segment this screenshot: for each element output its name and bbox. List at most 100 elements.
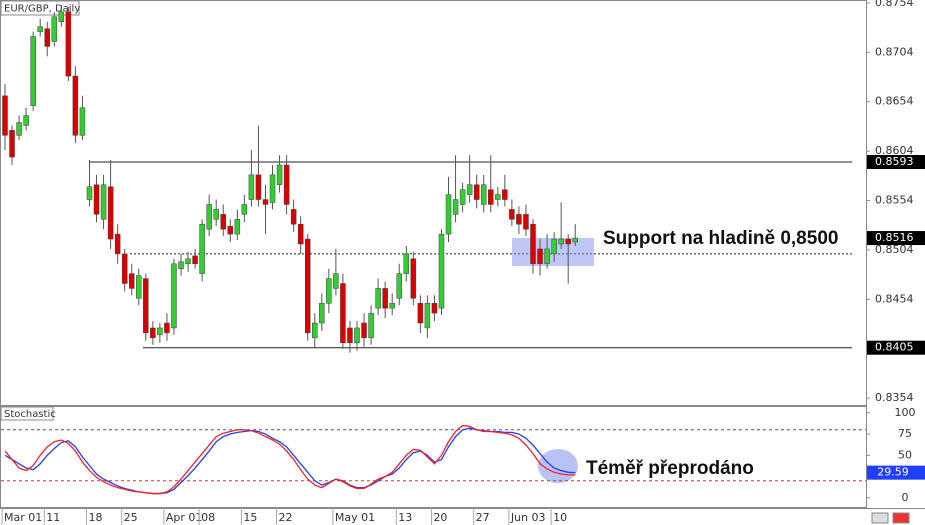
candle-body xyxy=(312,322,318,339)
candle-body xyxy=(220,214,226,230)
candle-body xyxy=(382,288,388,309)
candle-body xyxy=(319,303,325,324)
level-label-box xyxy=(867,155,925,169)
candle-body xyxy=(333,273,339,289)
candle-body xyxy=(23,115,29,126)
support-annotation: Support na hladině 0,8500 xyxy=(603,228,838,249)
x-tick-label: 27 xyxy=(476,511,490,524)
candle-body xyxy=(537,248,543,264)
candle-body xyxy=(361,322,367,339)
y-tick-label: 75 xyxy=(898,427,912,440)
scroll-button[interactable] xyxy=(871,512,889,524)
candle-body xyxy=(128,273,135,289)
y-tick-label: 100 xyxy=(895,406,916,419)
x-tick-label: 25 xyxy=(124,511,138,524)
candle-body xyxy=(480,184,487,205)
candle-body xyxy=(192,255,198,264)
candle-body xyxy=(9,130,15,158)
candle-body xyxy=(516,214,522,225)
x-tick-label: 08 xyxy=(201,511,215,524)
y-tick-label: 50 xyxy=(898,448,912,461)
candle-body xyxy=(121,253,128,284)
candle-body xyxy=(157,327,163,336)
level-label: 0.8593 xyxy=(875,155,914,168)
candle-body xyxy=(523,214,529,230)
level-label: 0.8405 xyxy=(875,341,914,354)
candle-body xyxy=(530,223,536,264)
y-tick-label: 0.8354 xyxy=(875,391,914,404)
last-value-label: 29.59 xyxy=(877,466,909,479)
candle-body xyxy=(100,184,107,220)
x-tick-label: Jun 03 xyxy=(510,511,546,524)
x-tick-label: 20 xyxy=(433,511,447,524)
candle-body xyxy=(262,199,269,205)
candle-body xyxy=(347,327,353,344)
candle-body xyxy=(248,174,255,200)
candle-body xyxy=(431,303,438,314)
y-tick-label: 0.8504 xyxy=(875,243,914,256)
candle-body xyxy=(241,204,248,215)
close-button[interactable] xyxy=(892,512,910,524)
stochastic-panel xyxy=(0,406,867,508)
candle-body xyxy=(297,223,304,245)
candle-body xyxy=(396,273,402,299)
candle-body xyxy=(389,303,395,309)
candle-body xyxy=(403,253,410,274)
x-tick-label: Mar 01 xyxy=(4,511,42,524)
candle-body xyxy=(304,238,311,334)
candle-body xyxy=(199,223,205,274)
y-tick-label: 0.8704 xyxy=(875,45,914,58)
candle-body xyxy=(424,303,431,329)
candle-body xyxy=(502,189,508,200)
candle-body xyxy=(171,263,177,329)
candle-body xyxy=(565,238,571,245)
x-tick-label: 13 xyxy=(398,511,412,524)
candle-body xyxy=(459,189,466,205)
stochastic-line xyxy=(4,424,576,495)
candle-body xyxy=(143,278,149,334)
candle-body xyxy=(375,288,381,309)
x-tick-label: 18 xyxy=(88,511,102,524)
x-tick-label: 22 xyxy=(279,511,293,524)
candle-body xyxy=(178,261,184,269)
candle-body xyxy=(185,258,191,264)
candle-body xyxy=(2,95,8,136)
stochastic-title-box xyxy=(0,406,54,421)
candle-body xyxy=(368,312,374,339)
candle-body xyxy=(488,189,494,205)
candle-body xyxy=(276,164,283,185)
last-price-label: 0.8516 xyxy=(875,231,914,244)
stochastic-title: Stochastic xyxy=(4,409,56,420)
candle-body xyxy=(44,28,50,47)
candle-body xyxy=(58,11,65,22)
candle-body xyxy=(544,248,550,264)
candle-body xyxy=(227,225,234,235)
x-tick-label: 10 xyxy=(553,511,567,524)
candle-body xyxy=(37,26,43,32)
y-tick-label: 0.8554 xyxy=(875,194,914,207)
candle-body xyxy=(290,209,297,225)
candle-body xyxy=(164,322,170,334)
y-tick-label: 0.8454 xyxy=(875,292,914,305)
last-price-box xyxy=(867,231,925,246)
x-tick-label: Apr 01 xyxy=(166,511,203,524)
candle-body xyxy=(417,303,424,324)
oversold-annotation: Téměř přeprodáno xyxy=(586,458,754,479)
candle-body xyxy=(255,174,262,200)
candle-body xyxy=(93,184,100,215)
candle-body xyxy=(65,11,72,77)
candle-body xyxy=(30,36,36,106)
last-value-box xyxy=(867,465,925,480)
price-panel xyxy=(0,0,867,406)
candle-body xyxy=(79,107,86,136)
x-tick-label: 15 xyxy=(243,511,257,524)
candle-body xyxy=(572,237,578,243)
y-tick-label: 0.8604 xyxy=(875,144,914,157)
candle-body xyxy=(551,238,557,255)
candle-body xyxy=(234,219,241,235)
candle-body xyxy=(326,278,332,304)
y-tick-label: 0.8754 xyxy=(875,0,914,9)
candle-body xyxy=(509,209,515,220)
